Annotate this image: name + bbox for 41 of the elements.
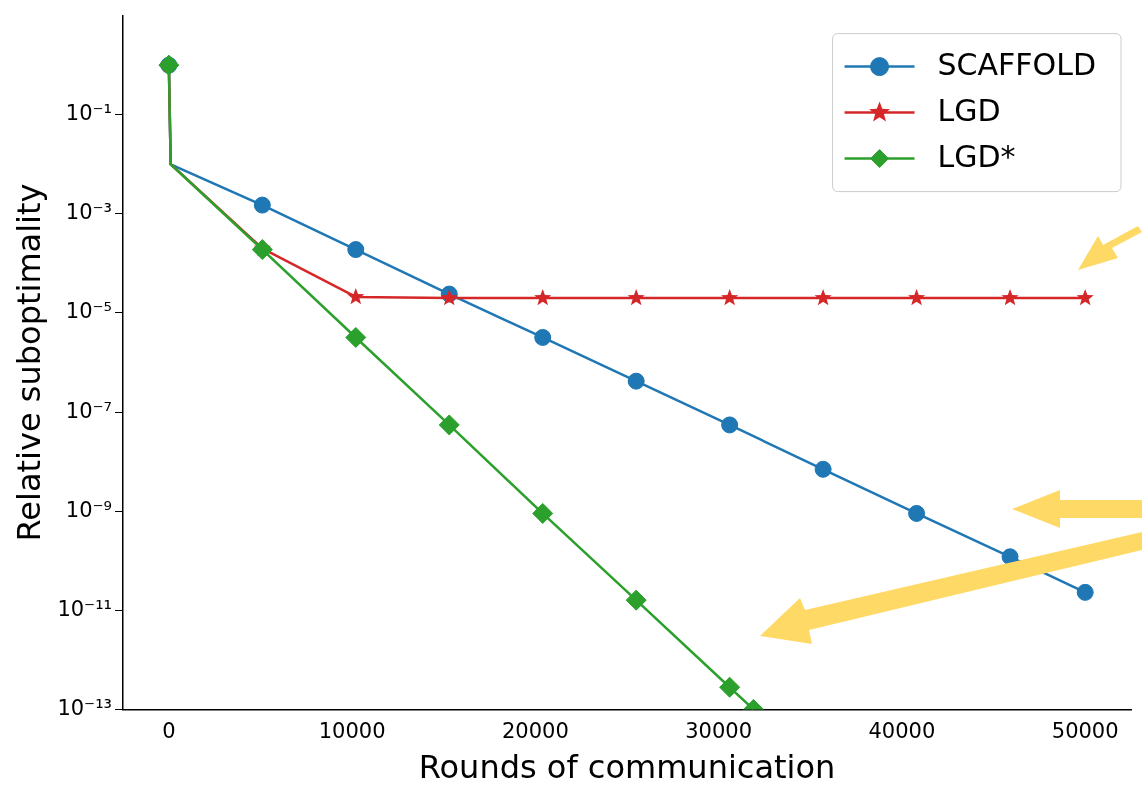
- point: [1001, 289, 1019, 306]
- point: [251, 239, 273, 261]
- x-axis-title: Rounds of communication: [418, 748, 836, 787]
- point: [721, 416, 739, 434]
- point: [347, 287, 365, 305]
- point: [814, 289, 832, 306]
- y-tick-label: 10⁻¹³: [57, 695, 113, 720]
- y-tick-label: 10⁻⁷: [65, 398, 113, 423]
- x-tick-label: 30000: [685, 719, 753, 744]
- point: [534, 328, 552, 346]
- y-tick-label: 10⁻¹: [65, 101, 113, 126]
- x-tick-label: 20000: [501, 719, 569, 744]
- point: [534, 289, 552, 306]
- point: [627, 372, 645, 390]
- point: [345, 326, 367, 348]
- point: [721, 289, 739, 306]
- x-tick-label: 10000: [318, 719, 386, 744]
- point: [908, 504, 926, 522]
- point: [532, 502, 554, 524]
- x-tick-label: 40000: [868, 719, 936, 744]
- point: [253, 196, 271, 214]
- point: [347, 241, 365, 259]
- point: [1076, 289, 1094, 306]
- legend-label: LGD: [937, 93, 1001, 129]
- y-tick-label: 10⁻⁵: [65, 299, 113, 324]
- point: [814, 460, 832, 478]
- y-axis-title: Relative suboptimality: [9, 183, 48, 542]
- point: [719, 676, 741, 698]
- x-tick-label: 50000: [1051, 719, 1119, 744]
- legend-label: LGD*: [937, 139, 1016, 175]
- point: [908, 289, 926, 306]
- y-tick-label: 10⁻³: [65, 200, 113, 225]
- point: [438, 414, 460, 436]
- x-tick-label: 0: [162, 719, 176, 744]
- point: [627, 289, 645, 306]
- legend-label: SCAFFOLD: [937, 47, 1096, 83]
- y-tick-label: 10⁻¹¹: [57, 596, 113, 621]
- point: [1076, 583, 1094, 601]
- point: [625, 589, 647, 611]
- point: [440, 289, 458, 306]
- y-tick-label: 10⁻⁹: [65, 497, 113, 522]
